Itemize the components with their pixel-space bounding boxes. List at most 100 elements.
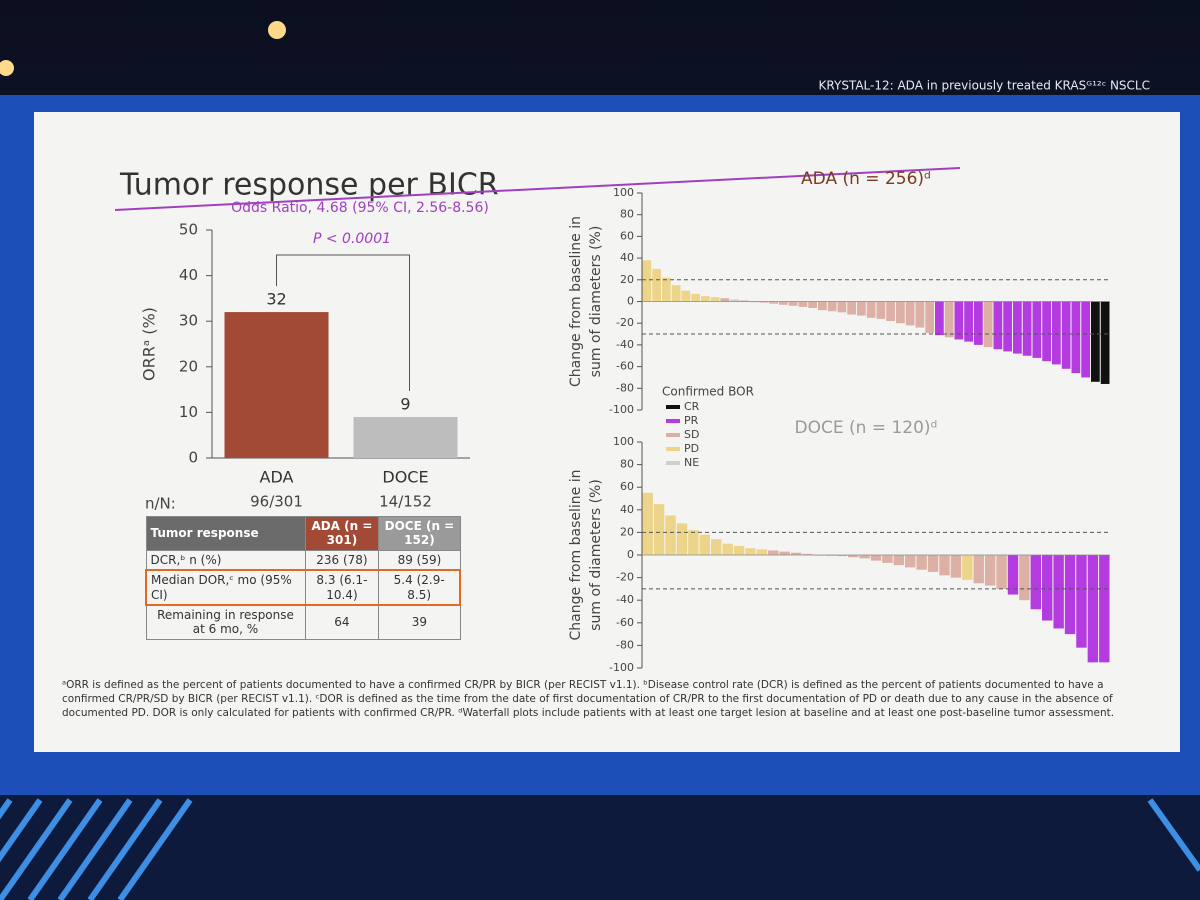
waterfall-bar <box>745 548 756 555</box>
waterfall-bar <box>1007 555 1019 595</box>
table-cell: 8.3 (6.1-10.4) <box>304 569 380 606</box>
waterfall-bar <box>779 551 790 555</box>
waterfall-bar <box>870 555 882 561</box>
waterfall-bar <box>847 555 859 558</box>
legend-label: PR <box>684 414 699 427</box>
waterfall-bar <box>954 301 964 340</box>
legend-swatch <box>666 419 680 423</box>
y-tick-label: -100 <box>609 661 634 674</box>
waterfall-bar <box>962 555 973 580</box>
y-tick-label: 60 <box>620 229 634 242</box>
waterfall-bar <box>642 260 652 302</box>
bar <box>224 312 329 458</box>
table-cell: 5.4 (2.9-8.5) <box>378 569 462 606</box>
slide-header: KRYSTAL-12: ADA in previously treated KR… <box>819 79 1150 93</box>
table-cell: 236 (78) <box>304 549 380 571</box>
waterfall-bar <box>1042 301 1051 362</box>
legend-label: NE <box>684 456 699 469</box>
table-cell: 64 <box>304 604 380 640</box>
waterfall-bar <box>993 301 1003 350</box>
y-tick-label: 100 <box>613 186 634 199</box>
waterfall-bar <box>788 301 798 306</box>
waterfall-bar <box>1032 301 1042 358</box>
table-header: Tumor response <box>145 516 306 551</box>
waterfall-bar <box>1091 301 1100 382</box>
waterfall-bar <box>691 293 700 302</box>
y-tick-label: -40 <box>616 338 634 351</box>
y-tick-label: -40 <box>616 593 634 606</box>
waterfall-bar <box>896 301 905 324</box>
y-tick-label: -60 <box>616 360 634 373</box>
table-cell: DCR,ᵇ n (%) <box>145 549 306 571</box>
waterfall-bar <box>1030 555 1042 610</box>
table-cell: Remaining in response at 6 mo, % <box>145 604 306 640</box>
legend-label: SD <box>684 428 699 441</box>
waterfall-bar <box>759 301 769 303</box>
legend-label: CR <box>684 400 700 413</box>
y-tick-label: 40 <box>620 503 634 516</box>
waterfall-bar <box>808 301 817 309</box>
y-tick-label: 20 <box>620 273 634 286</box>
footnote: ᵃORR is defined as the percent of patien… <box>62 679 1115 720</box>
waterfall-bar <box>876 301 886 319</box>
waterfall-bar <box>1100 301 1110 384</box>
waterfall-bar <box>733 545 745 555</box>
y-tick-label: 50 <box>179 221 198 239</box>
waterfall-bar <box>798 301 808 307</box>
value-label: 32 <box>266 290 286 309</box>
stage-light <box>268 21 286 39</box>
x-tick-label: DOCE <box>382 468 428 487</box>
waterfall-bar <box>973 555 984 584</box>
waterfall-bar <box>882 555 893 563</box>
table-cell: Median DOR,ᶜ mo (95% CI) <box>145 569 306 606</box>
n-label: n/N: <box>145 495 176 513</box>
waterfall-bar <box>665 515 676 555</box>
waterfall-bar <box>756 549 768 555</box>
waterfall-bar <box>701 296 710 302</box>
y-tick-label: 10 <box>179 403 198 421</box>
table-cell: 89 (59) <box>378 549 461 571</box>
y-tick-label: 80 <box>620 458 634 471</box>
chart-title: DOCE (n = 120)ᵈ <box>795 418 938 438</box>
waterfall-bar <box>964 301 973 342</box>
y-tick-label: 40 <box>620 251 634 264</box>
n-value: 96/301 <box>250 493 303 511</box>
waterfall-bar <box>847 301 856 315</box>
x-tick-label: ADA <box>260 468 294 487</box>
y-tick-label: 100 <box>613 435 634 448</box>
waterfall-bar <box>1053 555 1064 629</box>
waterfall-bar <box>642 492 653 555</box>
floor-stripes <box>0 798 1200 900</box>
waterfall-bar <box>710 539 722 555</box>
y-tick-label: 80 <box>620 208 634 221</box>
legend-swatch <box>666 447 680 451</box>
waterfall-bar <box>1064 555 1076 635</box>
y-tick-label: -20 <box>616 316 634 329</box>
waterfall-bar <box>740 300 749 302</box>
waterfall-bar <box>905 301 915 326</box>
waterfall-bar <box>662 277 671 302</box>
chart-title: ADA (n = 256)ᵈ <box>801 169 931 189</box>
waterfall-bar <box>925 301 934 333</box>
waterfall-bar <box>769 301 778 304</box>
response-table: Tumor response ADA (n = 301) DOCE (n = 1… <box>145 516 462 640</box>
floor <box>0 795 1200 900</box>
y-tick-label: 0 <box>627 295 634 308</box>
slide <box>34 112 1180 752</box>
value-label: 9 <box>400 394 410 413</box>
y-tick-label: 30 <box>179 312 198 330</box>
y-tick-label: -60 <box>616 616 634 629</box>
y-tick-label: 60 <box>620 480 634 493</box>
stage-light <box>0 60 14 76</box>
y-tick-label: -100 <box>609 403 634 416</box>
table-cell: 39 <box>378 604 461 640</box>
waterfall-bar <box>893 555 905 566</box>
waterfall-bar <box>905 555 916 568</box>
legend-swatch <box>666 461 680 465</box>
y-tick-label: 0 <box>188 449 198 467</box>
waterfall-bar <box>939 555 950 576</box>
waterfall-bar <box>983 301 993 348</box>
waterfall-bar <box>790 552 802 555</box>
